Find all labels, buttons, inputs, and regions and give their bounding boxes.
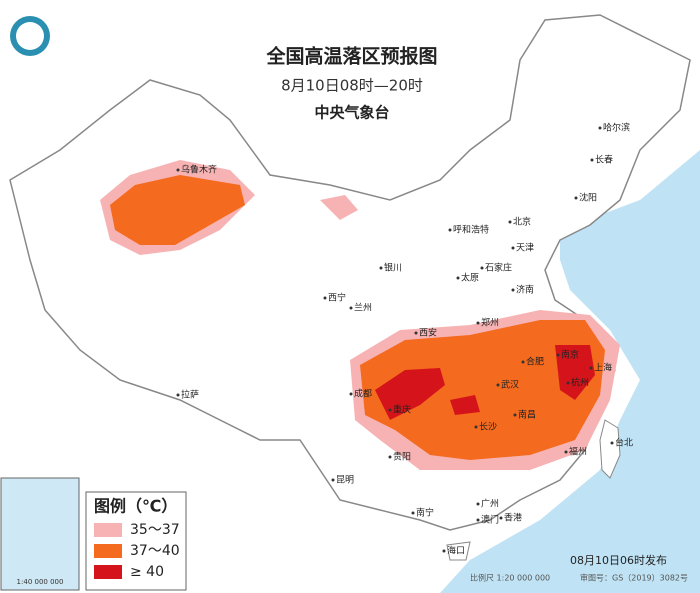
city-label: 西安 [419, 327, 437, 339]
city-label: 台北 [615, 437, 633, 449]
sea [440, 150, 700, 593]
city-label: 呼和浩特 [453, 224, 489, 236]
city-dot [508, 220, 512, 224]
zone-40 [450, 395, 480, 415]
city-dot [176, 393, 180, 397]
city-dot [476, 321, 480, 325]
city-dot [566, 381, 570, 385]
city-dot [323, 296, 327, 300]
legend-label: 37～40 [130, 543, 180, 559]
city-dot [176, 168, 180, 172]
city-dot [388, 455, 392, 459]
city-label: 澳门 [481, 514, 499, 526]
city-dot [349, 392, 353, 396]
city-label: 石家庄 [485, 262, 512, 274]
city-label: 香港 [504, 512, 522, 524]
legend-label: ≥ 40 [130, 564, 164, 580]
city-dot [331, 478, 335, 482]
zone-37-40 [360, 320, 605, 460]
zone-40 [375, 368, 445, 420]
city-label: 南昌 [518, 409, 536, 421]
city-label: 福州 [569, 446, 587, 458]
legend-swatch [94, 544, 122, 558]
city-dot [511, 288, 515, 292]
city-label: 乌鲁木齐 [181, 164, 217, 176]
city-dot [556, 353, 560, 357]
legend-title: 图例（℃） [94, 497, 177, 516]
city-label: 合肥 [526, 356, 544, 368]
issued-time: 08月10日06时发布 [570, 553, 667, 567]
city-label: 长春 [595, 154, 613, 166]
city-dot [476, 502, 480, 506]
city-label: 哈尔滨 [603, 122, 630, 134]
city-dot [574, 196, 578, 200]
inset-scale: 1:40 000 000 [17, 578, 64, 586]
zone-35-37 [320, 195, 358, 220]
city-dot [476, 518, 480, 522]
city-label: 沈阳 [579, 192, 597, 204]
city-dot [414, 331, 418, 335]
city-label: 天津 [516, 243, 534, 254]
city-label: 上海 [594, 362, 612, 374]
city-dot [379, 266, 383, 270]
review-number: 审图号：GS（2019）3082号 [580, 573, 688, 583]
city-dot [589, 366, 593, 370]
city-label: 银川 [384, 262, 402, 274]
city-dot [474, 425, 478, 429]
city-label: 太原 [461, 272, 479, 284]
city-dot [564, 450, 568, 454]
city-dot [610, 441, 614, 445]
logo-inner [16, 22, 44, 50]
city-dot [349, 306, 353, 310]
zone-37-40 [110, 175, 245, 245]
taiwan [599, 419, 621, 479]
city-label: 北京 [513, 216, 531, 228]
city-dot [513, 413, 517, 417]
city-dot [442, 549, 446, 553]
city-dot [480, 266, 484, 270]
hot-zones [100, 160, 620, 470]
legend-swatch [94, 565, 122, 579]
city-dot [388, 408, 392, 412]
map-title: 全国高温落区预报图 [265, 45, 437, 68]
city-label: 南京 [561, 349, 579, 361]
city-label: 贵阳 [393, 451, 411, 463]
city-label: 重庆 [393, 404, 411, 416]
city-dot [521, 360, 525, 364]
inset-map [0, 477, 80, 591]
city-dot [411, 511, 415, 515]
city-label: 长沙 [479, 421, 497, 433]
city-dot [496, 383, 500, 387]
city-label: 兰州 [354, 302, 372, 314]
city-label: 海口 [447, 545, 465, 557]
city-dot [590, 158, 594, 162]
city-label: 济南 [516, 284, 534, 296]
city-dot [511, 246, 515, 250]
city-label: 杭州 [571, 377, 589, 389]
zone-40 [555, 345, 595, 400]
city-dot [499, 516, 503, 520]
city-label: 武汉 [501, 379, 519, 391]
city-label: 南宁 [416, 507, 434, 519]
legend-swatch [94, 523, 122, 537]
city-label: 广州 [481, 498, 499, 510]
city-label: 昆明 [336, 475, 354, 486]
hainan [446, 541, 471, 561]
city-label: 成都 [354, 388, 372, 400]
city-dot [456, 276, 460, 280]
city-label: 西宁 [328, 292, 346, 304]
city-label: 郑州 [481, 317, 499, 329]
legend-label: 35～37 [130, 522, 180, 538]
issuer: 中央气象台 [314, 104, 389, 122]
map-subtitle: 8月10日08时—20时 [281, 77, 423, 95]
city-dot [448, 228, 452, 232]
city-label: 拉萨 [181, 389, 199, 401]
city-dot [598, 126, 602, 130]
scale: 比例尺 1:20 000 000 [470, 573, 550, 583]
